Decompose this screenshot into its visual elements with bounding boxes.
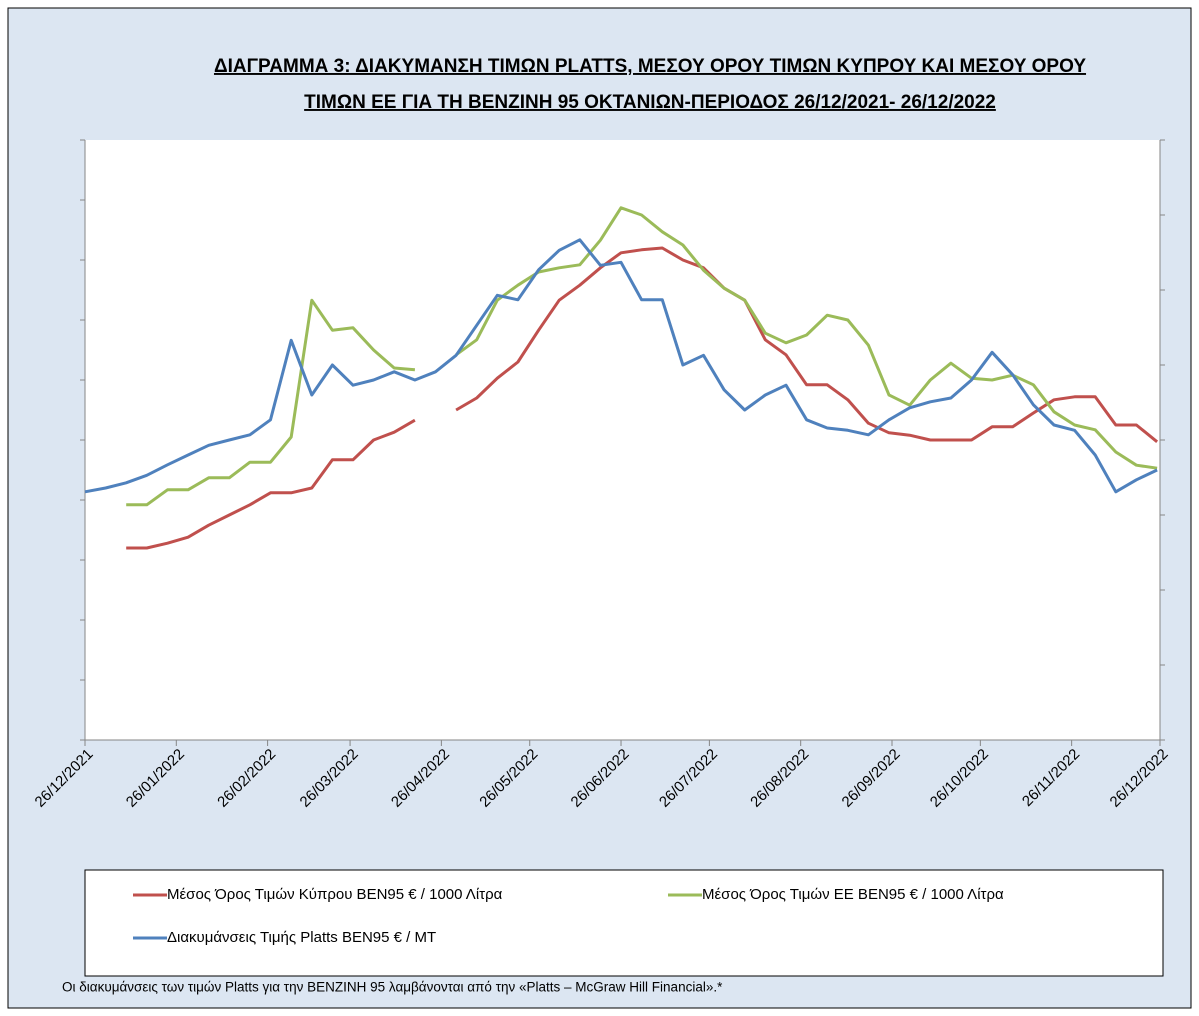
plot-area [85, 140, 1160, 740]
footnote: Οι διακυμάνσεις των τιμών Platts για την… [62, 980, 723, 995]
legend-label: Μέσος Όρος Τιμών ΕΕ ΒΕΝ95 € / 1000 Λίτρα [702, 886, 1004, 903]
chart-title: ΔΙΑΓΡΑΜΜΑ 3: ΔΙΑΚΥΜΑΝΣΗ ΤΙΜΩΝ PLATTS, ΜΕ… [214, 56, 1086, 77]
legend-label: Μέσος Όρος Τιμών Κύπρου ΒΕΝ95 € / 1000 Λ… [167, 886, 503, 903]
series-line [126, 206, 1158, 507]
legend-label: Διακυμάνσεις Τιμής Platts ΒΕΝ95 € / ΜΤ [167, 929, 436, 946]
series-line [126, 246, 1159, 550]
legend [84, 869, 1164, 977]
series-line [84, 238, 1158, 494]
chart-title: ΤΙΜΩΝ ΕΕ ΓΙΑ ΤΗ ΒΕΝΖΙΝΗ 95 ΟΚΤΑΝΙΩΝ-ΠΕΡΙ… [304, 92, 996, 113]
